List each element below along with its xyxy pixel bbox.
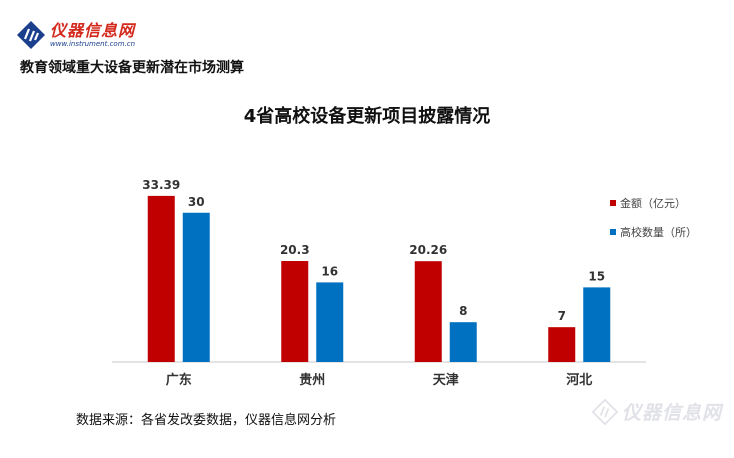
bar: [281, 261, 309, 362]
brand-url: www.instrument.com.cn: [50, 39, 136, 48]
brand-logo-icon: [17, 21, 45, 49]
data-label: 16: [321, 264, 338, 278]
x-tick-label: 广东: [166, 372, 192, 388]
page-subtitle: 教育领域重大设备更新潜在市场测算: [20, 60, 244, 76]
bar: [414, 261, 442, 362]
x-tick-label: 贵州: [299, 372, 325, 388]
brand-logo: 仪器信息网 www.instrument.com.cn: [16, 20, 135, 50]
legend-swatch: [610, 229, 616, 235]
data-label: 30: [188, 195, 205, 209]
data-label: 20.26: [409, 243, 447, 257]
legend-entry: 高校数量（所）: [620, 225, 697, 239]
data-label: 33.39: [142, 178, 180, 192]
data-label: 15: [588, 269, 605, 283]
bar: [583, 287, 611, 362]
source-note: 数据来源：各省发改委数据，仪器信息网分析: [76, 413, 337, 428]
bar: [147, 195, 175, 362]
watermark: 仪器信息网: [592, 398, 722, 425]
bar: [449, 322, 477, 362]
data-label: 8: [459, 304, 467, 318]
legend-swatch: [610, 200, 616, 206]
watermark-text: 仪器信息网: [622, 402, 723, 424]
bar: [182, 212, 210, 362]
legend-entry: 金额（亿元）: [620, 196, 686, 210]
data-label: 7: [558, 309, 566, 323]
bar: [316, 282, 344, 362]
x-tick-label: 天津: [433, 372, 459, 388]
data-label: 20.3: [280, 243, 310, 257]
watermark-logo-icon: [592, 398, 618, 425]
x-tick-label: 河北: [566, 372, 592, 388]
brand-name: 仪器信息网: [50, 20, 136, 40]
chart-title: 4省高校设备更新项目披露情况: [243, 106, 491, 127]
bar: [548, 327, 576, 362]
